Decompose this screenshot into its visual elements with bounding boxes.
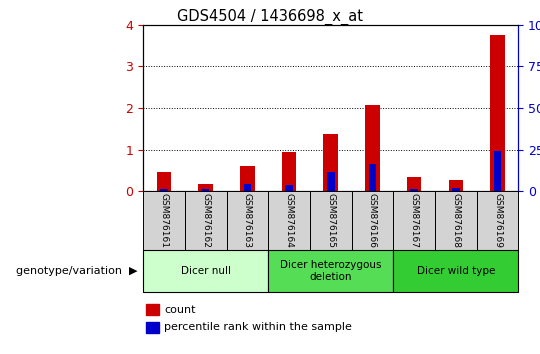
FancyBboxPatch shape [352,191,393,250]
Text: count: count [164,305,195,315]
FancyBboxPatch shape [393,191,435,250]
Text: GDS4504 / 1436698_x_at: GDS4504 / 1436698_x_at [177,9,363,25]
Bar [452,188,460,191]
FancyBboxPatch shape [310,191,352,250]
FancyBboxPatch shape [268,250,393,292]
Bar [146,304,159,315]
FancyBboxPatch shape [185,191,226,250]
Bar [494,151,501,191]
FancyBboxPatch shape [226,191,268,250]
Bar [202,189,210,191]
FancyBboxPatch shape [143,191,185,250]
Bar [240,166,255,191]
Text: GSM876163: GSM876163 [243,193,252,248]
Bar [323,134,338,191]
Text: GSM876162: GSM876162 [201,193,210,248]
Bar [198,184,213,191]
Text: Dicer wild type: Dicer wild type [417,266,495,276]
Bar [244,184,251,191]
Bar [327,172,334,191]
FancyBboxPatch shape [477,191,518,250]
Bar [449,179,463,191]
Bar [285,184,293,191]
Bar [369,164,376,191]
Text: GSM876166: GSM876166 [368,193,377,248]
Bar [157,172,171,191]
Bar [160,189,168,191]
Text: GSM876168: GSM876168 [451,193,460,248]
Text: Dicer heterozygous
deletion: Dicer heterozygous deletion [280,260,381,282]
FancyBboxPatch shape [393,250,518,292]
Text: GSM876169: GSM876169 [493,193,502,248]
Bar [407,177,421,191]
Text: GSM876161: GSM876161 [159,193,168,248]
Text: genotype/variation  ▶: genotype/variation ▶ [16,266,138,276]
Bar [282,152,296,191]
Bar [410,189,418,191]
Text: GSM876164: GSM876164 [285,193,294,248]
Text: GSM876165: GSM876165 [326,193,335,248]
Text: GSM876167: GSM876167 [410,193,418,248]
FancyBboxPatch shape [268,191,310,250]
Text: Dicer null: Dicer null [181,266,231,276]
FancyBboxPatch shape [143,250,268,292]
FancyBboxPatch shape [435,191,477,250]
Bar [365,105,380,191]
Bar [490,35,505,191]
Text: percentile rank within the sample: percentile rank within the sample [164,322,352,332]
Bar [146,322,159,333]
